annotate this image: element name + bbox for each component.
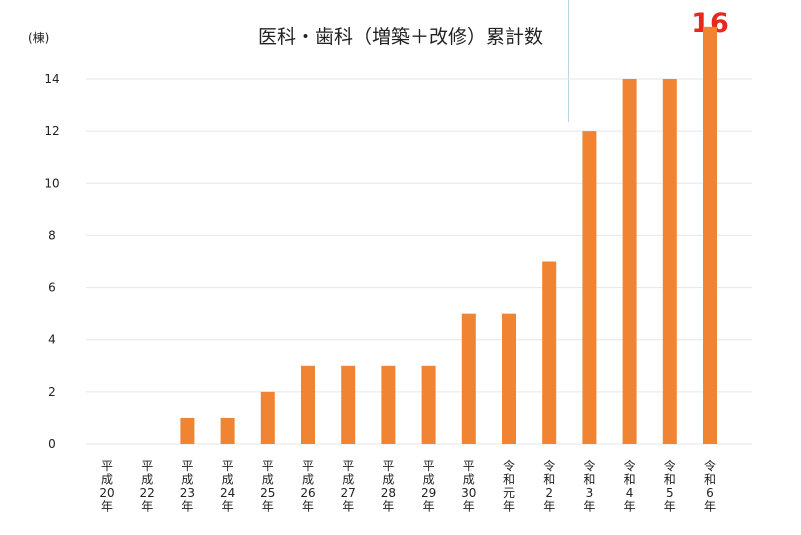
x-tick-label: 平成 28 年 — [381, 459, 396, 514]
y-tick-label: 0 — [48, 437, 56, 451]
x-tick-label: 平成 25 年 — [260, 459, 275, 514]
y-tick-label: 6 — [48, 281, 56, 295]
chart-title: 医科・歯科（増築＋改修）累計数 — [257, 26, 543, 48]
x-tick-label: 平成 24 年 — [220, 459, 235, 514]
x-tick-label: 令和 4 年 — [624, 458, 636, 514]
y-tick-label: 2 — [48, 385, 56, 399]
bar — [220, 417, 235, 444]
bar — [662, 79, 677, 444]
bar — [421, 365, 436, 444]
x-tick-label: 令和 3 年 — [583, 458, 595, 514]
bar — [341, 365, 356, 444]
x-tick-label: 令和元年 — [503, 458, 515, 514]
bar — [542, 261, 557, 444]
grid-lines — [86, 78, 752, 445]
bar — [180, 417, 195, 444]
y-tick-label: 10 — [44, 176, 59, 190]
bar — [260, 391, 275, 444]
x-tick-label: 令和 2 年 — [543, 458, 555, 514]
y-tick-label: 14 — [44, 72, 59, 86]
bar — [502, 313, 516, 444]
x-tick-label: 平成 22 年 — [140, 459, 155, 514]
x-tick-label: 平成 23 年 — [180, 459, 195, 514]
x-tick-label: 平成 29 年 — [421, 459, 436, 514]
y-axis-ticks: 0 2 4 6 8 10 12 14 — [44, 72, 59, 451]
decorative-divider-line — [568, 0, 569, 122]
x-axis-ticks: 平成 20 年 平成 22 年 平成 23 年 平成 24 年 平成 25 年 平成 26 年 平成 27 年 平成 28 年… — [99, 458, 716, 514]
bars — [180, 26, 717, 444]
x-tick-label: 令和 6 年 — [704, 458, 716, 514]
x-tick-label: 平成 30 年 — [461, 459, 476, 514]
bar — [582, 131, 597, 444]
y-axis-unit-label: (棟) — [28, 31, 50, 45]
bar — [381, 365, 396, 444]
bar — [301, 365, 315, 444]
x-tick-label: 平成 20 年 — [99, 459, 114, 514]
bar — [461, 313, 476, 444]
y-tick-label: 4 — [48, 333, 56, 347]
x-tick-label: 令和 5 年 — [664, 458, 676, 514]
y-tick-label: 12 — [44, 124, 59, 138]
x-tick-label: 平成 27 年 — [341, 459, 356, 514]
bar — [703, 26, 717, 444]
x-tick-label: 平成 26 年 — [300, 459, 315, 514]
y-tick-label: 8 — [48, 228, 56, 242]
bar — [622, 79, 637, 444]
